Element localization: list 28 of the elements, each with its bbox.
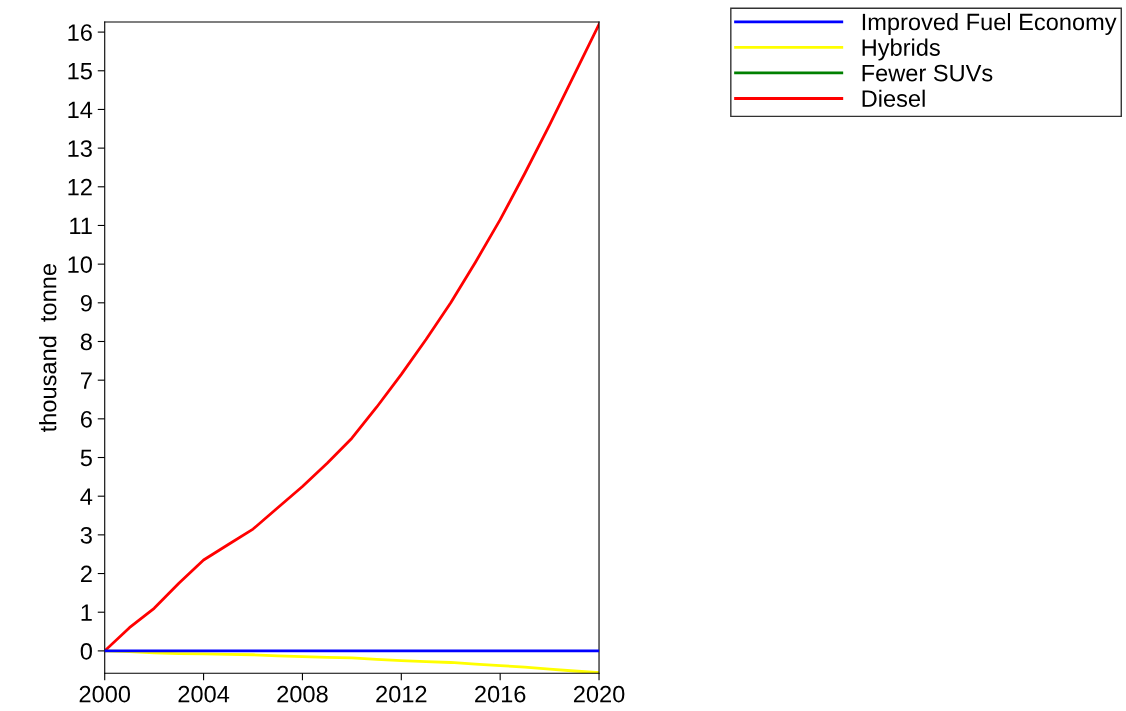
y-tick-label: 9 <box>80 294 92 312</box>
y-tick-label: 14 <box>68 101 93 118</box>
y-tick-label: 4 <box>80 488 93 505</box>
x-tick-label: 2008 <box>277 685 328 703</box>
x-tick-label: 2004 <box>178 685 230 703</box>
y-tick-label: 3 <box>80 526 92 544</box>
y-tick-label: 15 <box>68 63 92 80</box>
y-tick-label: 10 <box>68 256 92 273</box>
y-tick-label: 2 <box>80 565 92 583</box>
y-tick-label: 5 <box>80 449 92 467</box>
legend-label: Hybrids <box>862 38 940 61</box>
y-tick-label: 8 <box>80 333 92 351</box>
y-tick-label: 6 <box>80 410 92 428</box>
y-axis-title: thousand tonne <box>39 264 57 432</box>
legend-label: Fewer SUVs <box>862 64 993 82</box>
x-tick-label: 2000 <box>79 685 131 703</box>
x-tick-label: 2012 <box>376 685 427 703</box>
y-tick-label: 0 <box>80 642 92 660</box>
y-tick-label: 13 <box>68 140 92 157</box>
x-tick-label: 2016 <box>475 685 526 703</box>
legend-label: Improved Fuel Economy <box>862 13 1117 36</box>
y-tick-label: 1 <box>81 604 92 621</box>
x-tick-label: 2020 <box>573 685 625 703</box>
y-tick-label: 7 <box>80 372 92 389</box>
y-tick-label: 16 <box>68 24 92 41</box>
y-tick-label: 12 <box>68 178 92 196</box>
y-tick-label: 11 <box>70 217 92 235</box>
legend-label: Diesel <box>862 89 925 107</box>
